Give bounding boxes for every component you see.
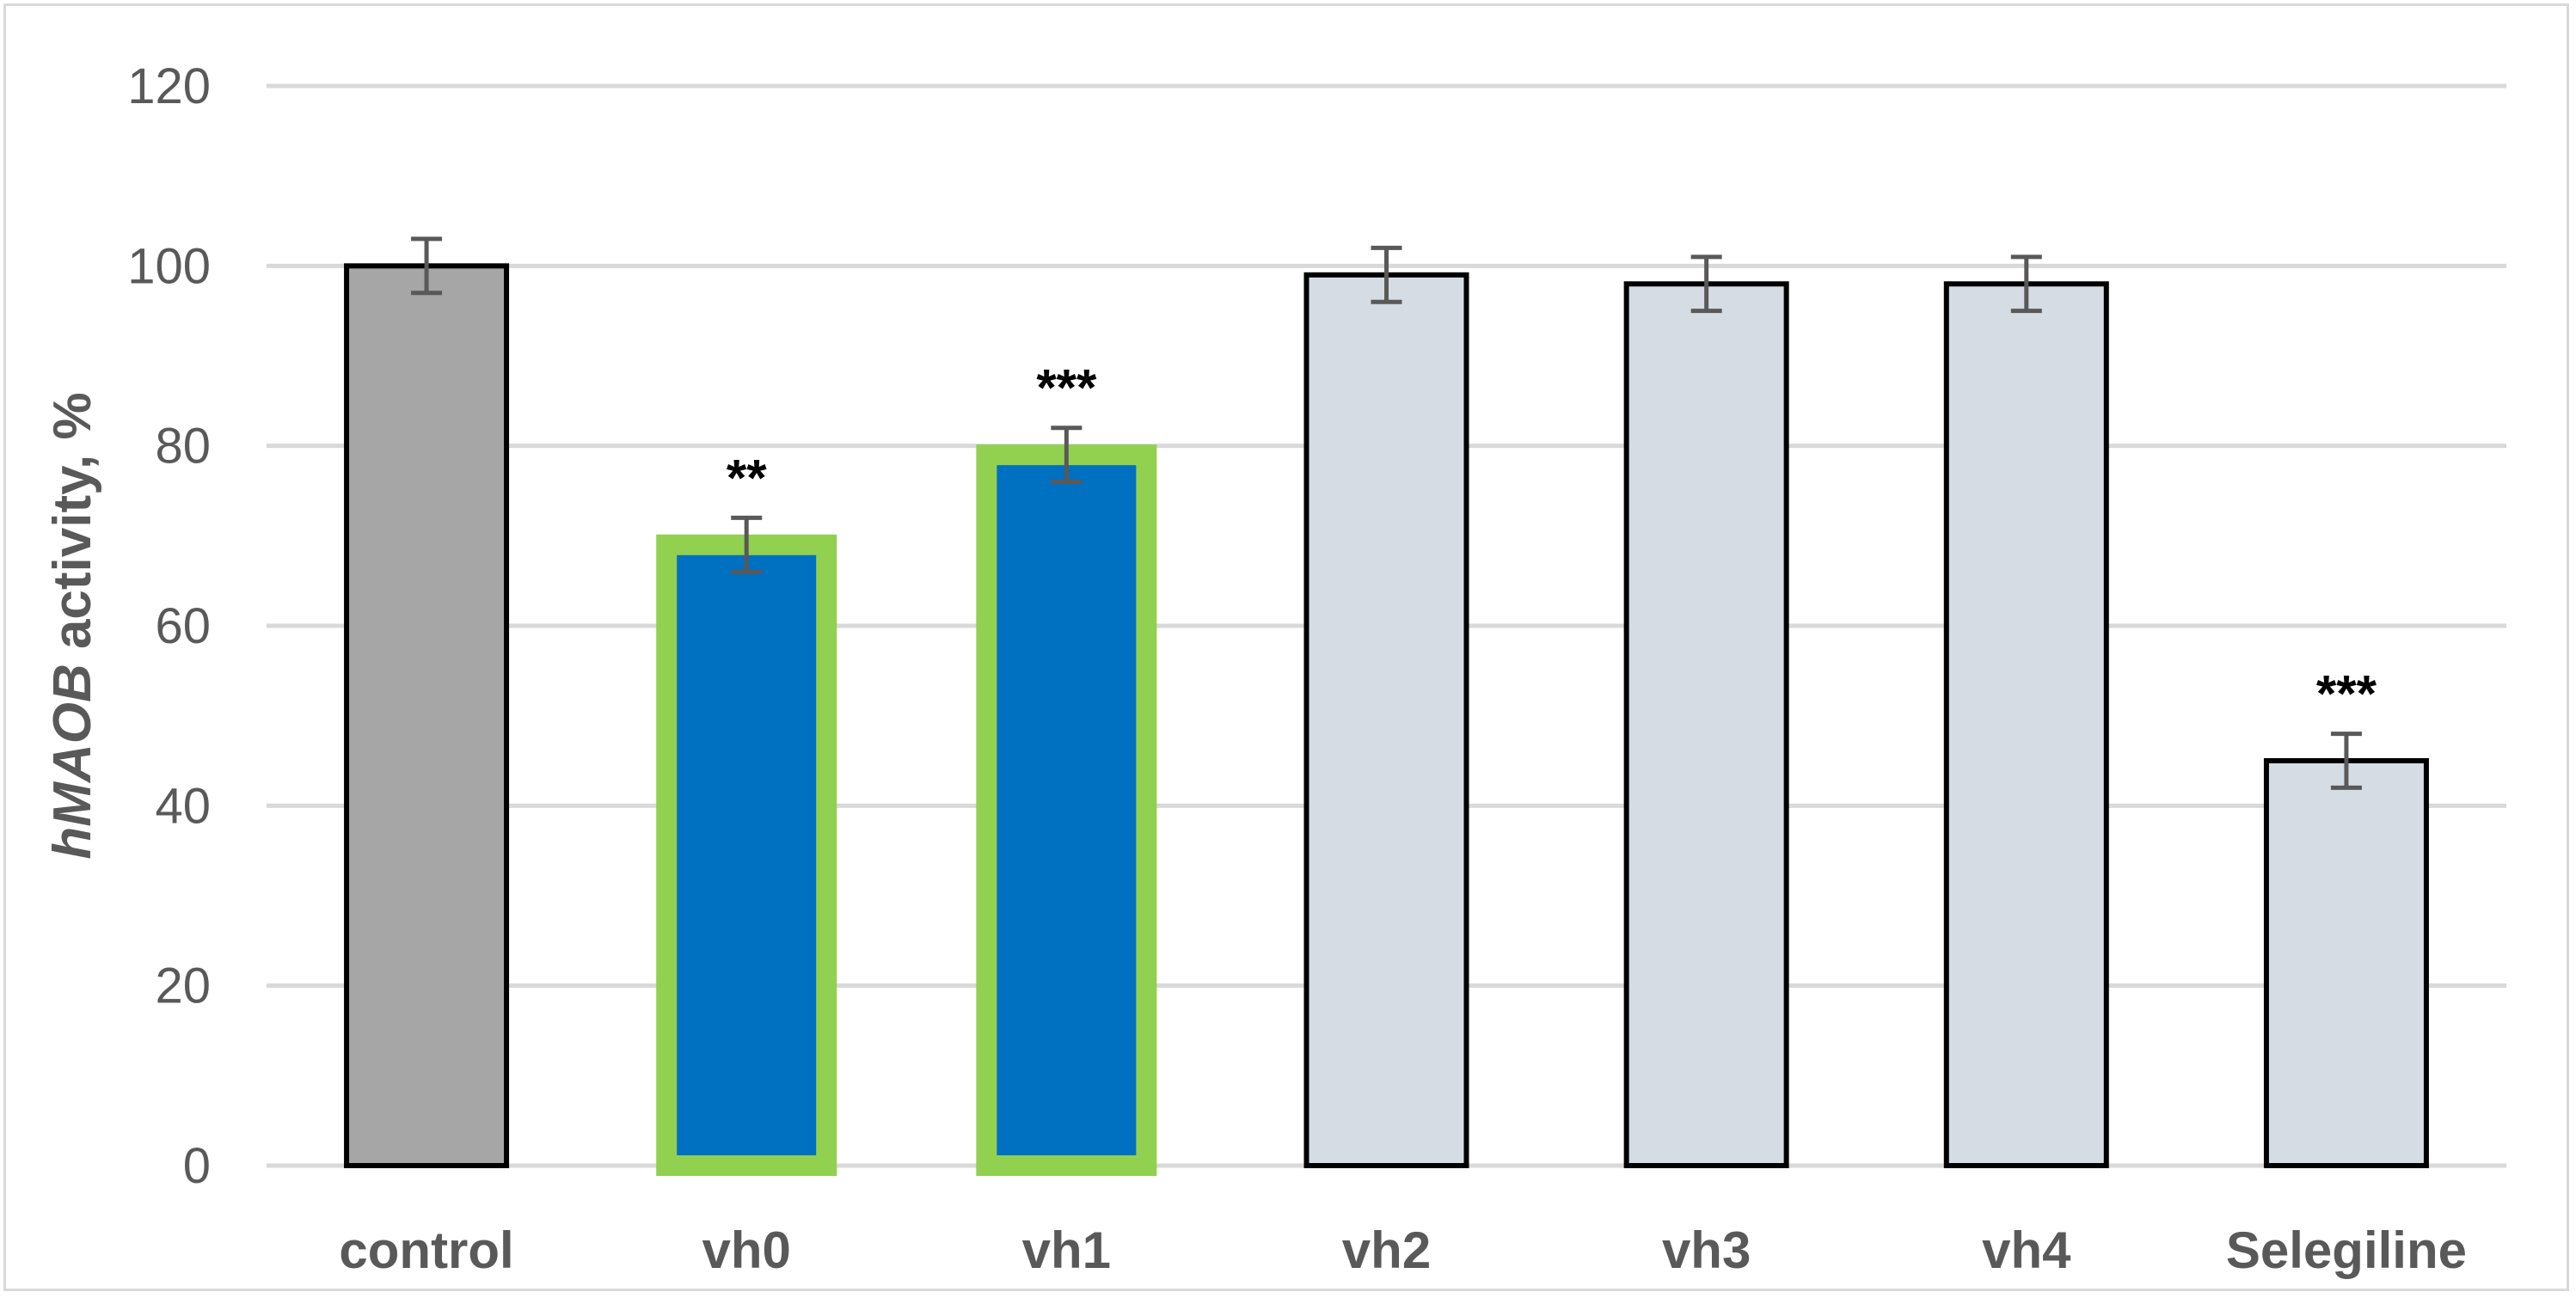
error-bar-vh1 — [1051, 426, 1083, 485]
significance-labels: ******** — [727, 359, 2377, 723]
bar-control — [344, 263, 510, 1168]
x-category-label: control — [339, 1221, 513, 1279]
error-bar-vh3 — [1690, 254, 1722, 314]
y-axis-title-part: hMAOB — [43, 664, 102, 859]
significance-label: *** — [2316, 665, 2377, 723]
bar-selegiline — [2263, 758, 2429, 1168]
error-bar-vh2 — [1371, 245, 1402, 304]
x-category-label: vh2 — [1342, 1221, 1431, 1279]
y-tick-label: 0 — [183, 1138, 211, 1194]
y-tick-label: 40 — [155, 778, 211, 834]
bar-vh0 — [656, 534, 837, 1176]
error-bar-vh0 — [731, 515, 763, 574]
y-axis-ticks: 0 20 40 60 80 100 120 — [127, 58, 211, 1194]
x-category-label: vh4 — [1982, 1221, 2071, 1279]
bar-vh2 — [1303, 272, 1469, 1168]
y-axis-title: hMAOB activity, % — [43, 392, 102, 859]
error-bar-selegiline — [2330, 732, 2362, 790]
error-bar-control — [411, 236, 443, 296]
x-category-label: Selegiline — [2226, 1221, 2467, 1279]
significance-label: *** — [1036, 359, 1097, 417]
error-bars — [411, 236, 2362, 790]
bars — [344, 263, 2429, 1176]
y-tick-label: 20 — [155, 958, 211, 1014]
significance-label: ** — [727, 449, 767, 506]
bar-vh1 — [976, 444, 1157, 1176]
y-tick-label: 60 — [155, 598, 211, 654]
y-tick-label: 100 — [127, 238, 211, 294]
y-tick-label: 80 — [155, 419, 211, 475]
bar-vh4 — [1943, 281, 2109, 1168]
y-tick-label: 120 — [127, 58, 211, 114]
y-axis-title-part: activity, % — [43, 392, 102, 664]
bar-vh3 — [1623, 281, 1789, 1168]
x-axis-categories: control vh0 vh1 vh2 vh3 vh4 Selegiline — [339, 1221, 2467, 1279]
chart-frame — [3, 3, 2569, 1291]
error-bar-vh4 — [2010, 254, 2042, 314]
x-category-label: vh1 — [1022, 1221, 1111, 1279]
x-category-label: vh3 — [1662, 1221, 1751, 1279]
gridlines — [267, 83, 2506, 1168]
x-category-label: vh0 — [702, 1221, 791, 1279]
